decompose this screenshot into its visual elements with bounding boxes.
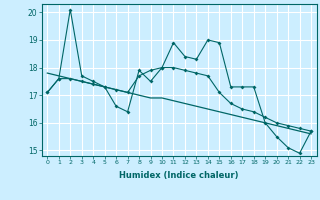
X-axis label: Humidex (Indice chaleur): Humidex (Indice chaleur) — [119, 171, 239, 180]
